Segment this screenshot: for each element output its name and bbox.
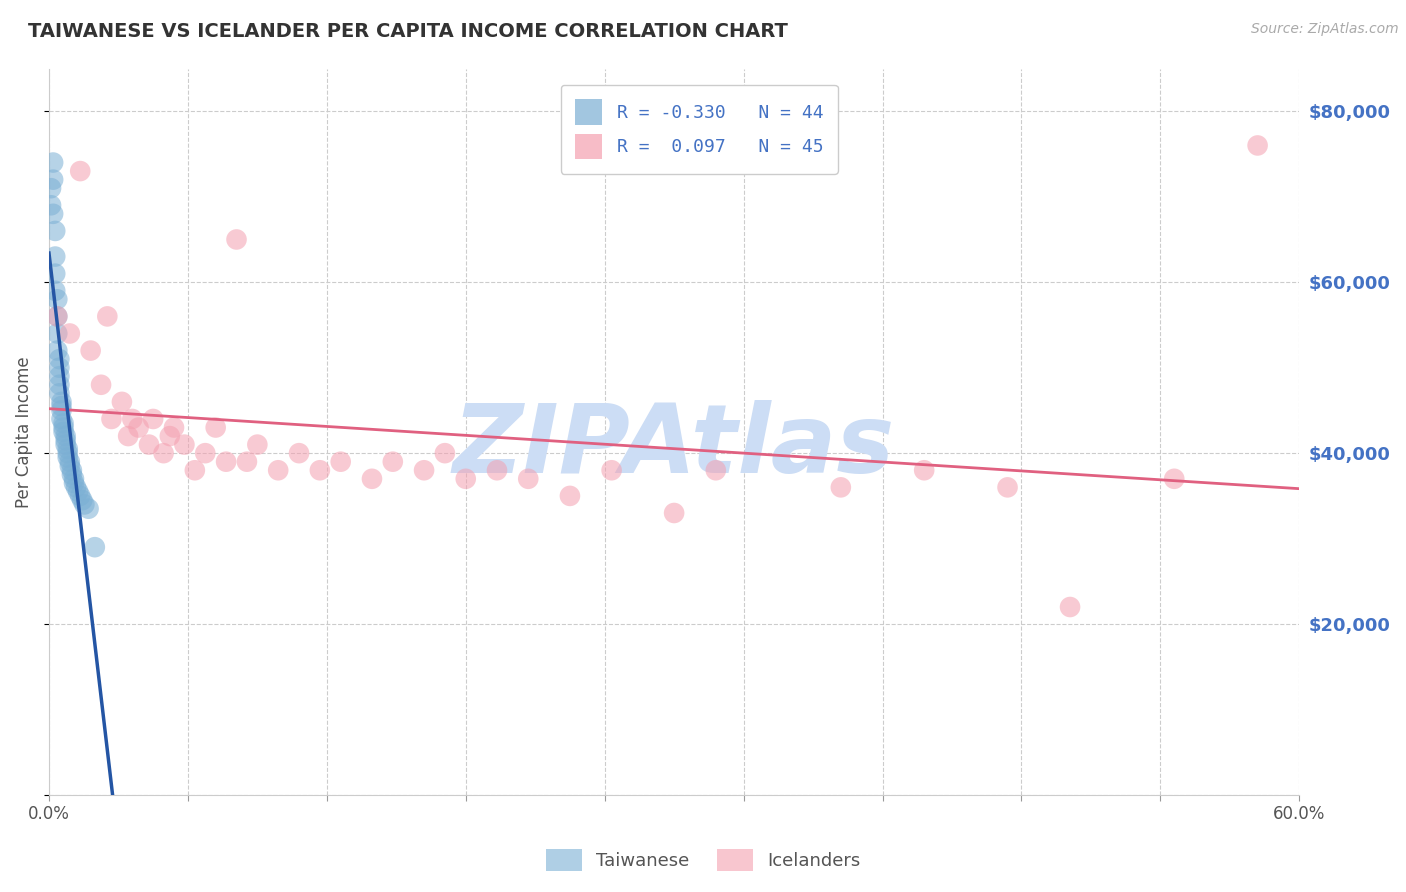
Point bbox=[1163, 472, 1185, 486]
Point bbox=[56, 442, 79, 456]
Point bbox=[152, 446, 174, 460]
Point bbox=[267, 463, 290, 477]
Point bbox=[912, 463, 935, 477]
Point bbox=[96, 310, 118, 324]
Point bbox=[288, 446, 311, 460]
Point bbox=[225, 232, 247, 246]
Point bbox=[100, 412, 122, 426]
Point bbox=[48, 377, 70, 392]
Y-axis label: Per Capita Income: Per Capita Income bbox=[15, 356, 32, 508]
Point bbox=[121, 412, 143, 426]
Point bbox=[65, 480, 87, 494]
Point bbox=[361, 472, 384, 486]
Point bbox=[517, 472, 540, 486]
Point bbox=[72, 493, 94, 508]
Point bbox=[204, 420, 226, 434]
Point bbox=[128, 420, 150, 434]
Point bbox=[236, 455, 259, 469]
Point bbox=[44, 284, 66, 298]
Point bbox=[60, 463, 83, 477]
Point bbox=[46, 326, 69, 341]
Point bbox=[309, 463, 332, 477]
Point bbox=[51, 403, 73, 417]
Point bbox=[56, 450, 79, 465]
Point bbox=[59, 455, 82, 469]
Point bbox=[67, 484, 90, 499]
Point bbox=[56, 446, 79, 460]
Point bbox=[83, 540, 105, 554]
Text: ZIPAtlas: ZIPAtlas bbox=[453, 400, 896, 492]
Point bbox=[44, 224, 66, 238]
Point bbox=[39, 181, 62, 195]
Point bbox=[997, 480, 1019, 494]
Point bbox=[1059, 600, 1081, 615]
Point bbox=[48, 386, 70, 401]
Point bbox=[52, 416, 75, 430]
Legend: Taiwanese, Icelanders: Taiwanese, Icelanders bbox=[538, 842, 868, 879]
Point bbox=[52, 425, 75, 439]
Point bbox=[830, 480, 852, 494]
Point bbox=[142, 412, 165, 426]
Point bbox=[138, 437, 160, 451]
Point bbox=[90, 377, 112, 392]
Point bbox=[55, 429, 77, 443]
Point bbox=[184, 463, 207, 477]
Point bbox=[55, 434, 77, 448]
Point bbox=[215, 455, 238, 469]
Point bbox=[77, 501, 100, 516]
Point bbox=[173, 437, 195, 451]
Point bbox=[117, 429, 139, 443]
Point bbox=[48, 352, 70, 367]
Point bbox=[48, 360, 70, 375]
Point bbox=[46, 293, 69, 307]
Point bbox=[46, 310, 69, 324]
Point bbox=[704, 463, 727, 477]
Point bbox=[194, 446, 217, 460]
Point bbox=[59, 458, 82, 473]
Point bbox=[69, 164, 91, 178]
Point bbox=[39, 198, 62, 212]
Point bbox=[42, 155, 65, 169]
Point bbox=[42, 172, 65, 186]
Point bbox=[44, 250, 66, 264]
Point bbox=[60, 467, 83, 482]
Point bbox=[558, 489, 581, 503]
Point bbox=[662, 506, 685, 520]
Point bbox=[46, 343, 69, 358]
Point bbox=[246, 437, 269, 451]
Point bbox=[485, 463, 508, 477]
Point bbox=[59, 326, 82, 341]
Point bbox=[55, 437, 77, 451]
Point bbox=[51, 399, 73, 413]
Point bbox=[42, 207, 65, 221]
Legend: R = -0.330   N = 44, R =  0.097   N = 45: R = -0.330 N = 44, R = 0.097 N = 45 bbox=[561, 85, 838, 174]
Point bbox=[413, 463, 436, 477]
Point bbox=[600, 463, 623, 477]
Point bbox=[1246, 138, 1268, 153]
Point bbox=[51, 395, 73, 409]
Point bbox=[79, 343, 101, 358]
Text: Source: ZipAtlas.com: Source: ZipAtlas.com bbox=[1251, 22, 1399, 37]
Point bbox=[73, 498, 96, 512]
Point bbox=[69, 489, 91, 503]
Point bbox=[44, 267, 66, 281]
Point bbox=[63, 476, 86, 491]
Point bbox=[381, 455, 404, 469]
Point bbox=[454, 472, 477, 486]
Text: TAIWANESE VS ICELANDER PER CAPITA INCOME CORRELATION CHART: TAIWANESE VS ICELANDER PER CAPITA INCOME… bbox=[28, 22, 787, 41]
Point bbox=[63, 472, 86, 486]
Point bbox=[163, 420, 186, 434]
Point bbox=[433, 446, 456, 460]
Point bbox=[159, 429, 181, 443]
Point bbox=[51, 412, 73, 426]
Point bbox=[48, 369, 70, 384]
Point bbox=[329, 455, 352, 469]
Point bbox=[52, 420, 75, 434]
Point bbox=[46, 310, 69, 324]
Point bbox=[111, 395, 134, 409]
